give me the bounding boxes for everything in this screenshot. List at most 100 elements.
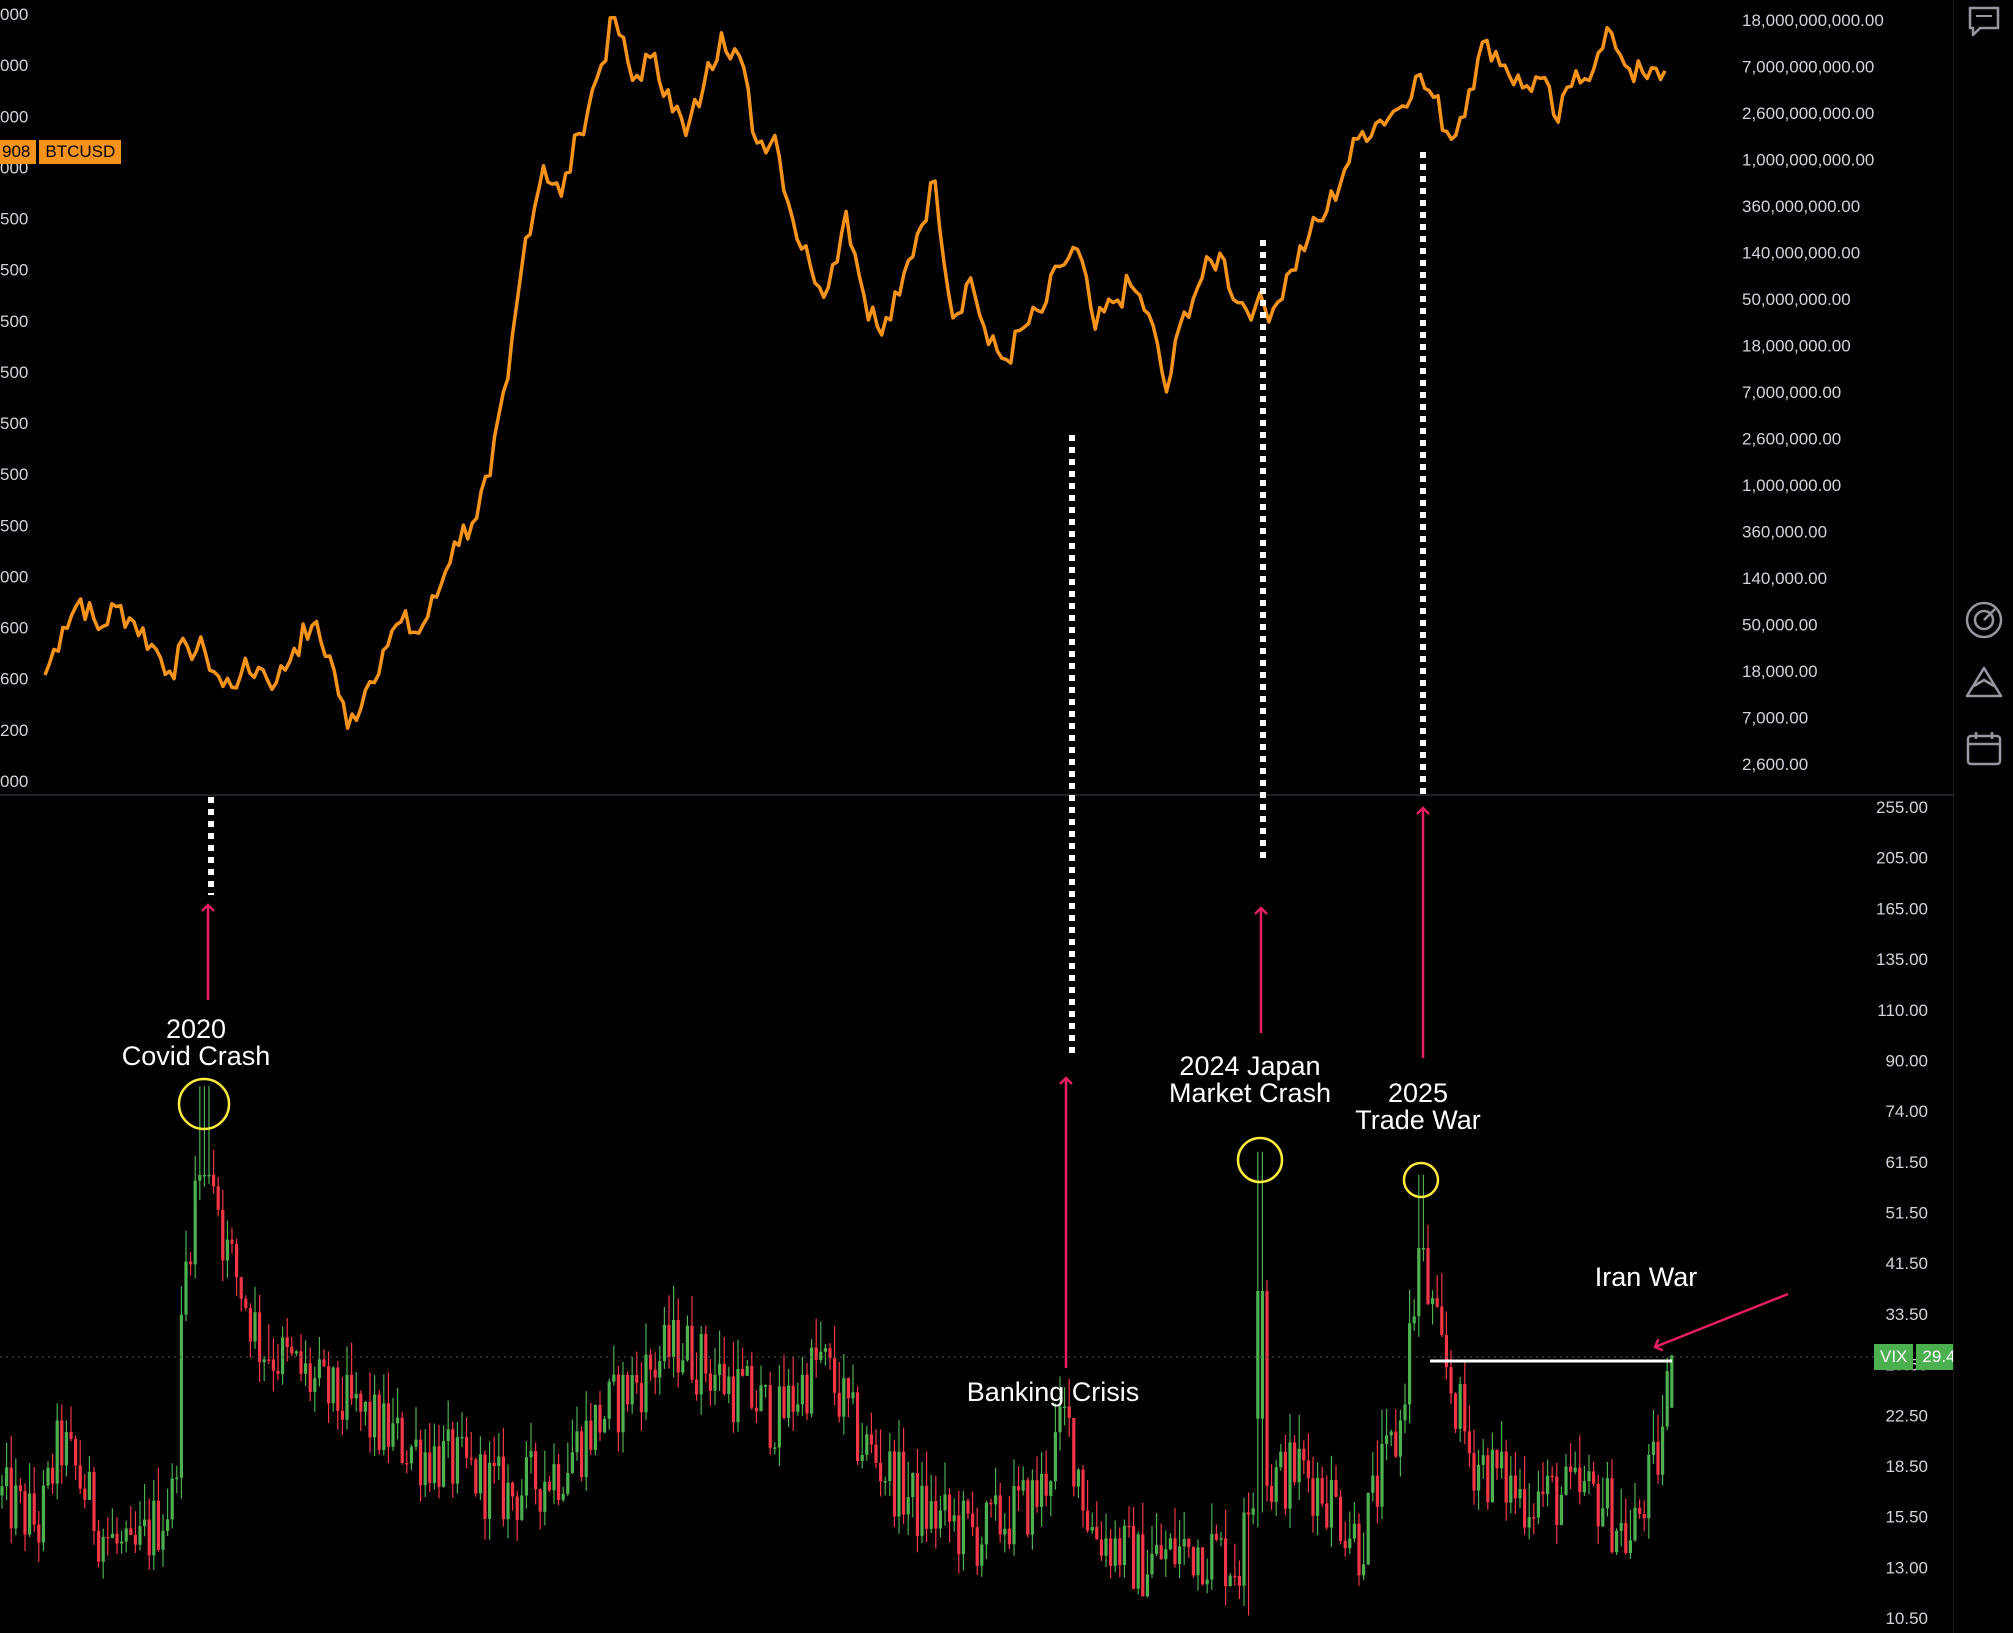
vix-candle-body (138, 1526, 142, 1545)
vix-candle-body (124, 1528, 128, 1542)
vix-candle-body (428, 1452, 432, 1484)
bottom-axis-right[interactable]: 255.00 205.00 165.00 135.00 110.00 90.00 74.00… (1876, 798, 1928, 1628)
top-axis-right-tick: 7,000,000,000.00 (1742, 58, 1874, 77)
vix-candle-body (41, 1485, 45, 1543)
vix-candle-body (207, 1174, 211, 1177)
vix-candle-body (143, 1519, 147, 1527)
vix-candle-body (1201, 1547, 1205, 1585)
vix-candle-body (1334, 1479, 1338, 1497)
vix-candle-body (823, 1348, 827, 1352)
vix-candle-body (78, 1465, 82, 1489)
vix-candle-body (161, 1530, 165, 1550)
btc-price-badge[interactable]: 908 BTCUSD (0, 140, 122, 164)
top-axis-left-tick: 500 (0, 465, 28, 484)
vix-candle-body (1458, 1384, 1462, 1429)
vix-candle-body (635, 1375, 639, 1383)
top-axis-right[interactable]: 18,000,000,000.00 7,000,000,000.00 2,600,0… (1742, 11, 1884, 774)
vix-candle-body (313, 1378, 317, 1392)
top-axis-right-tick: 18,000,000.00 (1742, 337, 1851, 356)
top-axis-right-tick: 2,600.00 (1742, 755, 1808, 774)
vix-candle-body (616, 1374, 620, 1433)
vix-candle-body (731, 1376, 735, 1423)
top-axis-right-tick: 7,000,000.00 (1742, 383, 1841, 402)
vix-candle-body (1297, 1448, 1301, 1483)
vix-candle-body (497, 1456, 501, 1467)
vix-candle-body (897, 1451, 901, 1517)
bottom-axis-right-tick: 13.00 (1885, 1558, 1928, 1577)
vix-candle-body (1090, 1527, 1094, 1531)
vix-candle-body (0, 1486, 4, 1496)
vix-candle-body (377, 1394, 381, 1450)
vix-candle-body (386, 1403, 390, 1447)
vix-candle-body (350, 1374, 354, 1399)
vix-candle-body (368, 1402, 372, 1438)
vix-candle-body (814, 1347, 818, 1361)
vix-candle-body (1454, 1393, 1458, 1429)
vix-candle-body (28, 1493, 32, 1535)
vix-candle-body (1233, 1575, 1237, 1578)
bottom-axis-right-tick: 135.00 (1876, 950, 1928, 969)
vix-candle-body (193, 1180, 197, 1265)
vix-candle-body (239, 1277, 243, 1299)
vix-candle-body (575, 1431, 579, 1453)
vix-candle-body (690, 1325, 694, 1380)
vix-candle-body (621, 1375, 625, 1433)
vix-badge-symbol: VIX (1874, 1344, 1914, 1370)
vix-candle-body (308, 1363, 312, 1392)
annotation-tradewar-label: Trade War (1355, 1105, 1481, 1135)
vix-candle-body (768, 1385, 772, 1448)
vix-candle-body (888, 1451, 892, 1481)
top-axis-left-tick: 000 (0, 5, 28, 24)
vix-candle-body (414, 1439, 418, 1447)
chat-icon[interactable] (1962, 0, 2006, 44)
circle-tradewar (1402, 1161, 1440, 1199)
target-icon[interactable] (1962, 598, 2006, 642)
vix-candle-body (750, 1366, 754, 1408)
vix-candle-body (1040, 1473, 1044, 1507)
annotation-covid: 2020 Covid Crash (116, 1016, 276, 1070)
vix-candle-body (662, 1324, 666, 1361)
vix-candle-body (1569, 1466, 1573, 1472)
bottom-axis-right-tick: 51.50 (1885, 1204, 1928, 1223)
vix-candle-body (363, 1402, 367, 1412)
vix-candle-body (869, 1434, 873, 1445)
bottom-axis-right-tick: 74.00 (1885, 1102, 1928, 1121)
calendar-icon[interactable] (1962, 727, 2006, 771)
vix-candle-body (276, 1370, 280, 1374)
bottom-axis-right-tick: 90.00 (1885, 1051, 1928, 1070)
vix-candle-body (819, 1351, 823, 1360)
vix-candle-body (561, 1493, 565, 1500)
vix-candle-body (97, 1530, 101, 1562)
mountain-icon[interactable] (1962, 660, 2006, 704)
vix-candle-body (120, 1541, 124, 1544)
vix-candle-body (1546, 1475, 1550, 1495)
vix-candle-body (1053, 1432, 1057, 1482)
vix-candle-body (1628, 1540, 1632, 1554)
vix-candle-body (37, 1524, 41, 1543)
vix-candle-body (695, 1379, 699, 1395)
vix-candle-body (1440, 1306, 1444, 1335)
vix-candle-body (1293, 1442, 1297, 1483)
vix-candle-body (1086, 1510, 1090, 1531)
vix-candle-body (175, 1477, 179, 1480)
vix-candle-body (1665, 1371, 1669, 1427)
vix-candle-body (805, 1374, 809, 1414)
vix-candle-body (1596, 1483, 1600, 1527)
vix-candle-body (1099, 1539, 1103, 1556)
vix-candle-body (1619, 1522, 1623, 1531)
btc-price-line[interactable] (43, 15, 1667, 730)
vix-candle-body (672, 1320, 676, 1357)
vix-candle-body (1063, 1406, 1067, 1408)
vix-candle-body (984, 1502, 988, 1545)
vix-candle-body (879, 1462, 883, 1482)
vix-candle-body (593, 1405, 597, 1450)
vix-candle-body (405, 1463, 409, 1465)
vix-candle-body (304, 1363, 308, 1374)
vix-candle-body (639, 1382, 643, 1413)
vix-candle-body (1104, 1538, 1108, 1556)
vix-candle-body (327, 1366, 331, 1404)
vix-candle-body (713, 1374, 717, 1391)
vix-candle-body (1587, 1471, 1591, 1482)
vix-candle-body (1012, 1486, 1016, 1545)
vix-candle-body (258, 1312, 262, 1363)
